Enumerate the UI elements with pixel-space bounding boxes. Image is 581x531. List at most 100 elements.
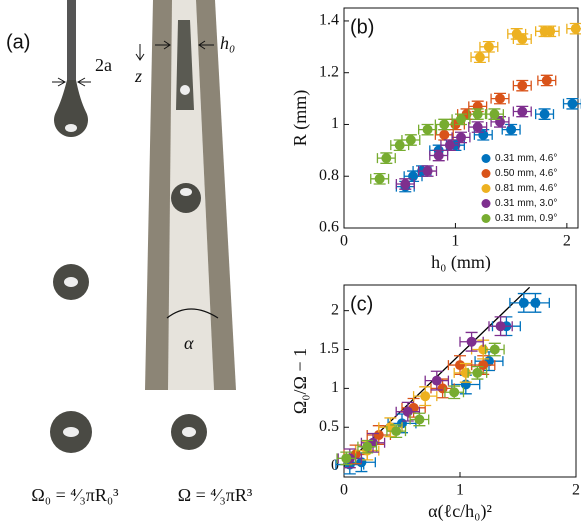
- x-tick-label: 0: [340, 233, 348, 250]
- point: [506, 124, 517, 135]
- highlight: [63, 427, 79, 437]
- y-tick-label: 1.5: [319, 340, 339, 357]
- z-arrow: [135, 44, 145, 61]
- point: [420, 391, 431, 402]
- legend-marker: [481, 214, 491, 223]
- point: [483, 41, 494, 52]
- point: [373, 430, 384, 441]
- point: [539, 109, 550, 120]
- highlight: [65, 124, 77, 132]
- nozzle: [67, 0, 76, 80]
- x-tick-label: 0: [340, 482, 348, 499]
- panel-label: (a): [6, 31, 30, 53]
- gap-label: h₀: [220, 33, 235, 53]
- point: [570, 23, 581, 34]
- point: [472, 122, 483, 133]
- point: [495, 93, 505, 104]
- photo-panel: [50, 0, 236, 453]
- point: [478, 360, 489, 371]
- x-axis-label: α(ℓc/h₀)²: [428, 501, 492, 522]
- point: [449, 387, 460, 398]
- legend-marker: [481, 154, 491, 163]
- y-tick-label: 0.5: [319, 418, 339, 435]
- point: [545, 26, 556, 37]
- point: [517, 80, 528, 91]
- point: [405, 135, 416, 145]
- point: [362, 441, 373, 452]
- point: [374, 173, 385, 184]
- legend-marker: [481, 169, 491, 178]
- panel-label: (c): [350, 293, 373, 315]
- y-tick-label: 1: [331, 379, 339, 396]
- x-tick-label: 1: [451, 233, 459, 250]
- point: [489, 109, 500, 120]
- point: [439, 129, 450, 140]
- legend-label: 0.31 mm, 4.6°: [495, 153, 557, 164]
- point: [422, 124, 433, 135]
- legend-label: 0.31 mm, 3.0°: [495, 198, 557, 209]
- left-wall: [145, 0, 172, 390]
- point: [455, 360, 465, 371]
- highlight: [182, 427, 196, 437]
- point: [474, 52, 485, 63]
- point: [439, 119, 450, 130]
- point: [472, 367, 483, 378]
- point: [517, 106, 528, 117]
- point: [414, 414, 425, 425]
- point: [400, 179, 411, 189]
- angle-arc: [166, 308, 219, 319]
- y-tick-label: 0.8: [319, 167, 339, 184]
- y-tick-label: 0: [331, 457, 339, 474]
- point: [472, 109, 483, 120]
- point: [456, 114, 466, 125]
- point: [517, 34, 528, 45]
- point: [381, 153, 392, 164]
- y-axis-label: Ω₀/Ω − 1: [290, 348, 310, 414]
- caption: Ω₀ = ⁴⁄₃πR₀³: [31, 485, 119, 505]
- point: [567, 98, 578, 109]
- highlight: [180, 188, 192, 196]
- point: [541, 75, 552, 86]
- point: [530, 297, 541, 308]
- y-axis-label: R (mm): [290, 90, 311, 147]
- highlight: [180, 85, 190, 95]
- point: [433, 150, 444, 161]
- panel-label: (b): [350, 16, 374, 38]
- right-wall: [196, 0, 236, 390]
- drop: [176, 20, 194, 110]
- width-label: 2a: [95, 55, 112, 75]
- point: [431, 375, 442, 386]
- width-arrows: [52, 77, 91, 87]
- legend-label: 0.81 mm, 4.6°: [495, 183, 557, 194]
- point: [456, 132, 466, 143]
- y-tick-label: 1.4: [319, 12, 339, 29]
- x-tick-label: 2: [563, 233, 571, 250]
- legend-marker: [481, 184, 491, 193]
- point: [489, 344, 500, 355]
- gap-arrows: [155, 40, 214, 50]
- point: [394, 140, 405, 151]
- point: [422, 166, 433, 177]
- legend-marker: [481, 199, 491, 208]
- point: [466, 336, 477, 347]
- legend-label: 0.31 mm, 0.9°: [495, 213, 557, 224]
- y-tick-label: 1: [331, 115, 339, 132]
- point: [444, 140, 455, 151]
- x-tick-label: 2: [572, 482, 580, 499]
- axis-label: z: [134, 66, 142, 86]
- caption: Ω = ⁴⁄₃πR³: [178, 485, 253, 505]
- x-axis-label: h₀ (mm): [431, 252, 491, 273]
- y-tick-label: 2: [331, 301, 339, 318]
- y-tick-label: 1.2: [319, 63, 339, 80]
- point: [391, 426, 402, 437]
- x-tick-label: 1: [456, 482, 464, 499]
- highlight: [64, 277, 78, 287]
- y-tick-label: 0.6: [319, 219, 339, 236]
- point: [495, 321, 506, 332]
- point: [402, 406, 413, 417]
- angle-label: α: [184, 333, 194, 353]
- point: [341, 453, 352, 464]
- legend-label: 0.50 mm, 4.6°: [495, 168, 557, 179]
- drop: [171, 183, 201, 213]
